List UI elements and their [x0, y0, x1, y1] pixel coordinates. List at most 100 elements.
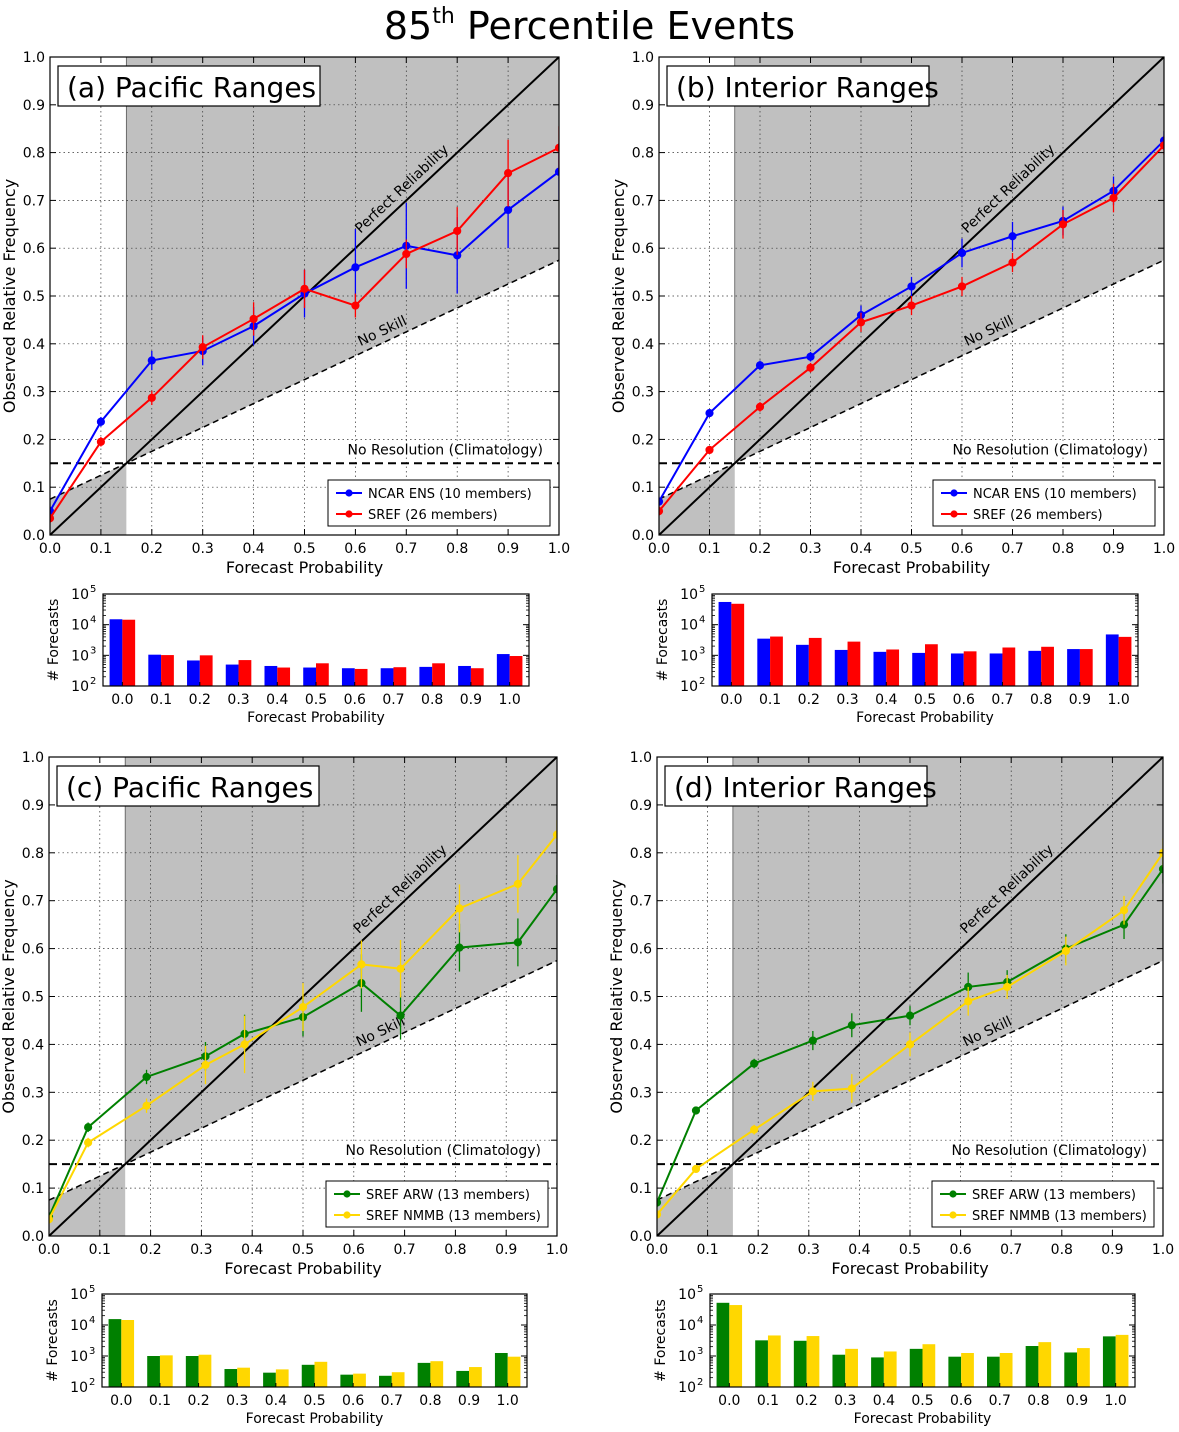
panel-title: (c) Pacific Ranges [66, 771, 313, 804]
hist-x-tick-label: 0.1 [757, 1393, 779, 1409]
y-tick-label: 1.0 [22, 750, 44, 766]
hist-bar [793, 1340, 807, 1387]
y-tick-label: 1.0 [632, 50, 654, 66]
hist-x-tick-label: 1.0 [1108, 692, 1130, 708]
hist-bar [224, 1369, 238, 1387]
hist-x-tick-label: 0.7 [989, 1393, 1011, 1409]
figure-title: 85th Percentile Events [0, 4, 1179, 48]
hist-y-tick-label: 10 [680, 618, 698, 634]
legend-swatch-marker [949, 1211, 957, 1219]
hist-bar [796, 644, 809, 686]
hist-bar [458, 665, 471, 686]
perfect-reliability-line [657, 757, 1163, 1236]
data-point [755, 402, 765, 411]
hist-bar [767, 1335, 781, 1387]
hist-x-tick-label: 0.2 [189, 692, 211, 708]
y-tick-label: 0.9 [632, 98, 654, 114]
y-tick-label: 0.7 [632, 193, 654, 209]
hist-x-tick-label: 0.4 [873, 1393, 895, 1409]
hist-y-tick-exponent: 3 [89, 1346, 95, 1357]
data-point [298, 1002, 308, 1012]
hist-y-tick-exponent: 3 [697, 1346, 703, 1357]
hist-bar [456, 1370, 470, 1387]
x-axis-label: Forecast Probability [224, 1259, 381, 1278]
data-point [856, 318, 866, 327]
hist-bar [757, 638, 771, 686]
panel-title-box: (a) Pacific Ranges [57, 65, 321, 107]
hist-bar [275, 1369, 289, 1387]
data-point [455, 943, 464, 952]
panel-title: (b) Interior Ranges [676, 71, 939, 104]
hist-bar [432, 663, 445, 686]
legend-swatch-marker [345, 510, 353, 518]
y-tick-label: 1.0 [630, 750, 652, 766]
y-tick-label: 0.2 [23, 432, 45, 448]
hist-x-tick-label: 0.4 [265, 1393, 287, 1409]
hist-bar [1064, 1352, 1078, 1387]
hist-bar [198, 1354, 212, 1387]
hist-x-tick-label: 1.0 [497, 1393, 519, 1409]
x-tick-label: 0.9 [1102, 541, 1124, 557]
y-tick-label: 0.5 [22, 990, 44, 1006]
data-point [198, 343, 207, 352]
data-point [142, 1072, 151, 1082]
data-point [905, 1040, 915, 1049]
data-point [1008, 258, 1017, 267]
hist-y-axis-label: # Forecasts [655, 599, 671, 682]
x-tick-label: 0.0 [38, 1242, 60, 1258]
legend-swatch-marker [950, 489, 958, 497]
data-point [808, 1087, 817, 1096]
hist-x-tick-label: 1.0 [499, 692, 521, 708]
x-tick-label: 0.6 [343, 1242, 365, 1258]
hist-bar [509, 656, 523, 686]
legend-label: NCAR ENS (10 members) [368, 487, 532, 502]
hist-bar [341, 668, 355, 686]
x-tick-label: 0.0 [648, 541, 670, 557]
hist-y-tick-label: 10 [70, 1349, 88, 1365]
hist-bar [1118, 636, 1132, 686]
data-point [554, 143, 559, 152]
hist-bar [808, 637, 822, 686]
legend-label: SREF (26 members) [973, 508, 1103, 523]
hist-y-tick-exponent: 5 [699, 584, 705, 595]
y-tick-label: 0.0 [632, 528, 654, 544]
data-point [552, 885, 557, 894]
panel-title-bg [666, 65, 930, 107]
histogram-b: 0.0 0.1 0.2 0.3 0.4 0.5 0.6 0.7 0.8 0.9 1.010 210 31… [655, 584, 1139, 726]
data-point [396, 1011, 405, 1020]
y-tick-label: 0.8 [632, 146, 654, 162]
hist-x-tick-label: 0.6 [953, 692, 975, 708]
legend-box [931, 1180, 1155, 1228]
hist-bar [871, 1357, 884, 1387]
hist-x-tick-label: 0.2 [798, 692, 820, 708]
hist-frame [102, 593, 530, 687]
histogram-a: 0.0 0.1 0.2 0.3 0.4 0.5 0.6 0.7 0.8 0.9 1.010 210 31… [46, 584, 530, 726]
hist-bar [148, 654, 162, 686]
y-tick-label: 0.6 [23, 241, 45, 257]
x-tick-label: 0.9 [495, 1242, 517, 1258]
x-tick-label: 0.5 [899, 1242, 921, 1258]
x-tick-label: 0.8 [444, 1242, 466, 1258]
y-axis-label: Observed Relative Frequency [0, 879, 18, 1113]
legend-swatch-marker [343, 1190, 351, 1198]
x-tick-label: 0.8 [446, 541, 468, 557]
hist-x-tick-label: 0.4 [266, 692, 288, 708]
data-point [96, 417, 106, 426]
hist-x-tick-label: 0.5 [911, 1393, 933, 1409]
data-point [513, 879, 522, 889]
hist-bar [1025, 1346, 1039, 1387]
x-tick-label: 0.0 [39, 541, 61, 557]
hist-y-tick-exponent: 5 [89, 1284, 95, 1295]
hist-bar [1038, 1342, 1052, 1387]
hist-bar [494, 1352, 508, 1387]
series-sref [50, 126, 559, 524]
hist-bar [419, 666, 433, 686]
data-point [84, 1138, 93, 1147]
hist-x-tick-label: 0.8 [1030, 692, 1052, 708]
hist-x-tick-label: 0.5 [914, 692, 936, 708]
data-point [755, 361, 765, 370]
y-tick-label: 0.3 [23, 385, 45, 401]
